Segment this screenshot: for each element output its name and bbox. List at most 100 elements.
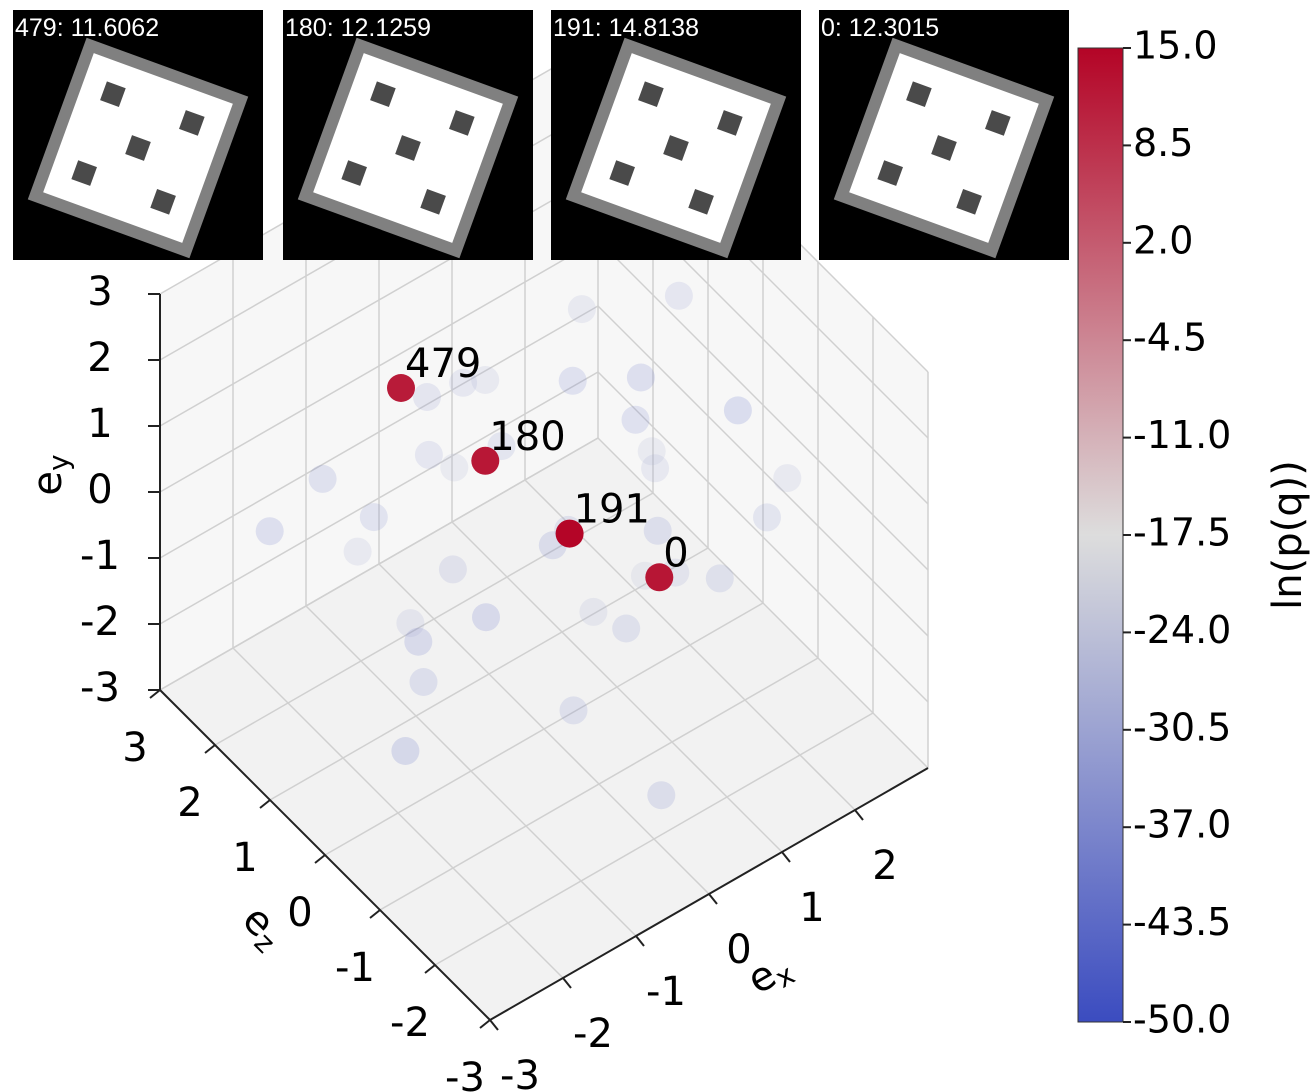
inset: 479: 11.6062 — [13, 10, 263, 260]
colorbar-tick-label: -30.5 — [1133, 705, 1231, 749]
data-point — [559, 696, 588, 725]
die — [297, 37, 519, 259]
data-point — [637, 437, 666, 466]
data-point — [471, 366, 500, 394]
die-pip — [931, 135, 957, 161]
point-label: 0 — [663, 530, 688, 576]
tick-mark — [708, 893, 718, 905]
colorbar-tick-label: -17.5 — [1133, 511, 1231, 555]
data-point — [579, 597, 608, 626]
y-tick-label: 2 — [87, 335, 112, 381]
tick-mark — [781, 851, 791, 863]
x-tick-label: -3 — [500, 1053, 540, 1092]
die-pip — [906, 81, 932, 107]
colorbar-tick-label: 15.0 — [1133, 24, 1218, 68]
y-tick-label: -1 — [80, 533, 120, 579]
z-tick-label: 1 — [232, 835, 257, 881]
data-point — [472, 603, 500, 632]
z-tick-label: 0 — [287, 890, 312, 936]
die-pip — [985, 110, 1011, 136]
data-point — [409, 668, 438, 696]
x-tick-label: 1 — [799, 885, 824, 931]
point-label: 191 — [574, 487, 650, 533]
die-pip — [688, 189, 714, 215]
colorbar — [1077, 47, 1124, 1023]
die — [833, 37, 1055, 259]
tick-mark — [149, 689, 161, 699]
point-label: 479 — [405, 341, 481, 387]
data-point — [438, 555, 467, 584]
tick-mark — [424, 964, 436, 974]
grid-line — [232, 647, 564, 979]
die-pip — [420, 189, 446, 215]
die-pip — [370, 81, 396, 107]
data-point — [567, 295, 596, 324]
grid-line — [451, 521, 783, 853]
x-tick-label: -2 — [573, 1011, 613, 1057]
data-point — [255, 517, 284, 546]
die-pip — [663, 135, 689, 161]
data-point — [449, 368, 478, 397]
die — [27, 37, 249, 259]
y-axis-label: ey — [25, 454, 75, 495]
die-pip — [100, 81, 126, 107]
colorbar-tick-label: -11.0 — [1133, 413, 1231, 457]
colorbar-label: ln(p(q)) — [1265, 460, 1311, 610]
data-point — [343, 537, 372, 566]
inset: 180: 12.1259 — [283, 10, 533, 260]
data-point — [404, 627, 433, 656]
data-point — [414, 440, 443, 469]
z-tick-label: 2 — [177, 780, 202, 826]
tick-mark — [489, 1019, 499, 1031]
die-pip — [341, 160, 367, 186]
colorbar-tick-label: -24.0 — [1133, 608, 1231, 652]
data-point — [723, 396, 752, 425]
data-point — [308, 464, 337, 493]
die-pip — [150, 189, 176, 215]
data-point — [359, 503, 388, 532]
colorbar-tick-label: -50.0 — [1133, 998, 1231, 1042]
grid-line — [378, 563, 710, 895]
data-point — [391, 737, 420, 765]
inset: 191: 14.8138 — [551, 10, 801, 260]
die-pip — [638, 81, 664, 107]
data-point — [387, 374, 415, 402]
y-axis-label-sub: y — [42, 454, 75, 471]
tick-mark — [562, 977, 572, 989]
die-pip — [609, 160, 635, 186]
x-tick-label: 0 — [726, 927, 751, 973]
y-tick-label: 0 — [87, 467, 112, 513]
data-point — [647, 781, 676, 810]
data-point — [753, 503, 781, 532]
z-tick-label: 3 — [122, 725, 147, 771]
colorbar-tick-label: 2.0 — [1133, 218, 1193, 262]
data-point — [558, 366, 587, 395]
die-pip — [395, 135, 421, 161]
y-tick-label: 1 — [87, 401, 112, 447]
point-label: 180 — [489, 414, 565, 460]
x-tick-label: 2 — [872, 843, 897, 889]
inset-title: 191: 14.8138 — [553, 14, 699, 42]
die-pip — [717, 110, 743, 136]
data-point — [705, 564, 734, 593]
y-tick-label: -2 — [80, 599, 120, 645]
tick-mark — [314, 854, 326, 864]
inset-title: 0: 12.3015 — [821, 14, 939, 42]
die-pip — [449, 110, 475, 136]
die-pip — [125, 135, 151, 161]
data-point — [440, 453, 469, 482]
tick-mark — [854, 809, 864, 821]
tick-mark — [259, 799, 271, 809]
z-tick-label: -1 — [335, 945, 375, 991]
data-point — [396, 609, 425, 638]
die-pip — [179, 110, 205, 136]
tick-mark — [635, 935, 645, 947]
colorbar-tick-label: 8.5 — [1133, 121, 1193, 165]
y-axis-label-base: e — [25, 471, 71, 496]
data-point — [621, 405, 650, 434]
grid-line — [305, 605, 637, 937]
data-point — [645, 563, 674, 592]
data-point — [413, 383, 441, 411]
inset-title: 479: 11.6062 — [15, 14, 159, 42]
